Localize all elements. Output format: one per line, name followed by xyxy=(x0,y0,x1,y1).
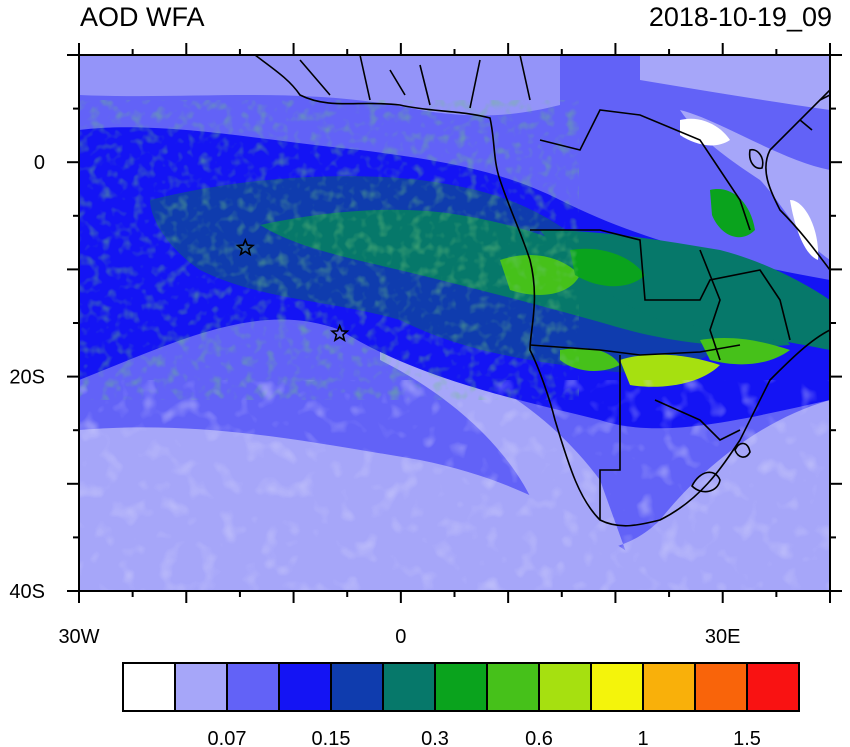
colorbar-swatch xyxy=(694,662,748,712)
colorbar-swatch xyxy=(122,662,176,712)
colorbar-swatch xyxy=(590,662,644,712)
colorbar: 0.07 0.15 0.3 0.6 1 1.5 xyxy=(122,662,800,747)
colorbar-swatch xyxy=(330,662,384,712)
colorbar-label: 0.6 xyxy=(525,728,553,747)
x-tick-label: 30W xyxy=(58,626,99,648)
colorbar-label: 1.5 xyxy=(733,728,761,747)
axis-ticks xyxy=(67,43,842,603)
colorbar-swatch xyxy=(642,662,696,712)
colorbar-label: 0.07 xyxy=(208,728,247,747)
coastlines xyxy=(254,55,830,527)
colorbar-label: 0.15 xyxy=(312,728,351,747)
aod-field xyxy=(79,55,830,591)
star-marker-west xyxy=(235,237,255,257)
y-tick-label: 40S xyxy=(9,581,45,603)
colorbar-swatch xyxy=(382,662,436,712)
colorbar-swatch xyxy=(538,662,592,712)
colorbar-swatch xyxy=(746,662,800,712)
star-marker-south xyxy=(330,323,350,342)
y-tick-label: 0 xyxy=(34,152,45,174)
colorbar-swatch xyxy=(174,662,228,712)
colorbar-label: 1 xyxy=(637,728,648,747)
colorbar-swatch xyxy=(486,662,540,712)
map-title: AOD WFA xyxy=(80,2,205,32)
x-tick-label: 30E xyxy=(705,626,741,648)
axis-labels: 30W 0 30E 0 20S 40S xyxy=(9,152,740,648)
timestamp-label: 2018-10-19_09 xyxy=(648,2,832,32)
colorbar-swatch xyxy=(434,662,488,712)
y-tick-label: 20S xyxy=(9,367,45,389)
colorbar-swatch xyxy=(226,662,280,712)
station-markers xyxy=(235,237,350,342)
colorbar-label: 0.3 xyxy=(421,728,449,747)
colorbar-swatch xyxy=(278,662,332,712)
x-tick-label: 0 xyxy=(395,626,406,648)
